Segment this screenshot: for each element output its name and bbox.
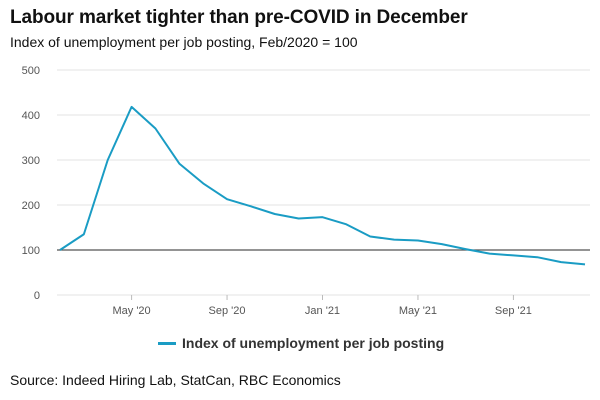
x-tick-label: May '20 <box>112 305 150 317</box>
chart-title: Labour market tighter than pre-COVID in … <box>10 7 468 28</box>
y-tick-label: 200 <box>22 200 40 212</box>
legend-swatch <box>158 341 176 345</box>
gridlines <box>57 69 590 296</box>
x-tick-label: Sep '20 <box>209 305 246 317</box>
y-tick-label: 300 <box>22 155 40 167</box>
x-tick-label: Jan '21 <box>305 305 340 317</box>
x-axis-ticks: May '20 Sep '20 Jan '21 May '21 Sep '21 <box>112 295 532 317</box>
series-line <box>59 105 586 266</box>
y-tick-label: 0 <box>34 290 40 302</box>
legend-label: Index of unemployment per job posting <box>182 335 445 351</box>
series-points <box>59 106 586 265</box>
x-tick-label: May '21 <box>399 305 437 317</box>
y-tick-label: 500 <box>22 65 40 77</box>
y-tick-label: 400 <box>22 110 40 122</box>
source-note: Source: Indeed Hiring Lab, StatCan, RBC … <box>10 372 341 388</box>
y-tick-label: 100 <box>22 245 40 257</box>
x-tick-label: Sep '21 <box>495 305 532 317</box>
y-axis-ticks: 0 100 200 300 400 500 <box>22 65 40 302</box>
chart-subtitle: Index of unemployment per job posting, F… <box>10 34 358 50</box>
legend: Index of unemployment per job posting <box>158 335 444 351</box>
